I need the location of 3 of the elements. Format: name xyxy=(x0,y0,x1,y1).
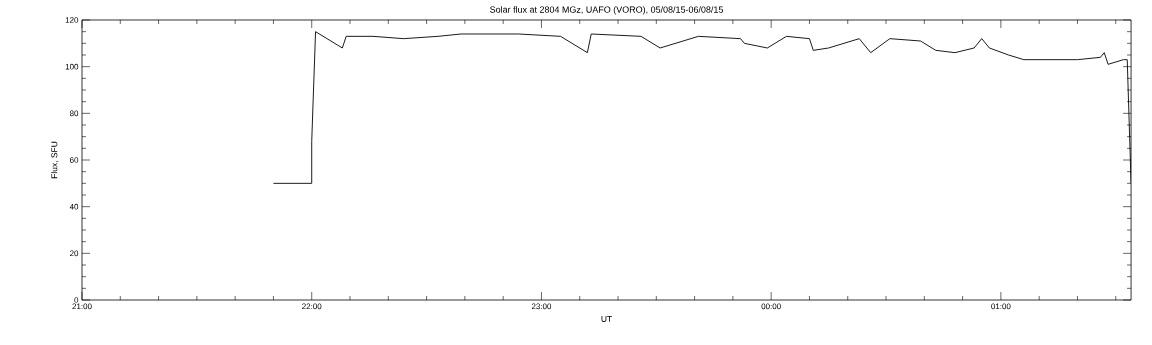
y-axis-title: Flux, SFU xyxy=(51,141,59,179)
chart-title: Solar flux at 2804 MGz, UAFO (VORO), 05/08/15-06/08/15 xyxy=(490,6,723,15)
x-axis-title: UT xyxy=(601,316,612,322)
